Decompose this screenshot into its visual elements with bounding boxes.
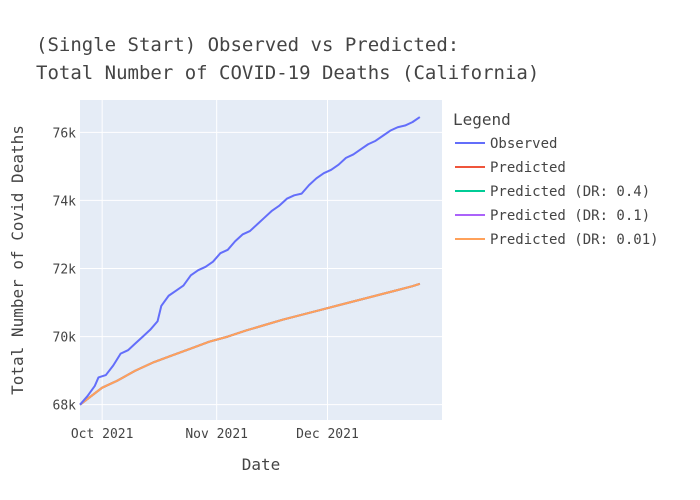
y-axis-ticks: 68k 70k 72k 74k 76k	[53, 126, 77, 413]
chart-title-line-2: Total Number of COVID-19 Deaths (Califor…	[36, 62, 539, 84]
legend-item-predicted[interactable]: Predicted	[455, 160, 566, 176]
legend-items: Observed Predicted Predicted (DR: 0.4) Pred…	[455, 136, 659, 248]
legend-label: Observed	[490, 136, 557, 152]
y-tick-label: 76k	[53, 126, 77, 141]
x-axis-ticks: Oct 2021 Nov 2021 Dec 2021	[71, 427, 359, 442]
plot-area	[80, 100, 442, 420]
legend-label: Predicted (DR: 0.01)	[490, 232, 659, 248]
legend-item-observed[interactable]: Observed	[455, 136, 557, 152]
legend-label: Predicted (DR: 0.1)	[490, 208, 650, 224]
y-axis-title: Total Number of Covid Deaths	[8, 125, 27, 395]
series-line-predicted-dr-0-01	[79, 282, 421, 406]
legend-title: Legend	[453, 110, 511, 129]
x-tick-label: Oct 2021	[71, 427, 134, 442]
chart-title-line-1: (Single Start) Observed vs Predicted:	[36, 34, 459, 56]
legend-label: Predicted	[490, 160, 566, 176]
legend-label: Predicted (DR: 0.4)	[490, 184, 650, 200]
legend-item-predicted-dr-0-1[interactable]: Predicted (DR: 0.1)	[455, 208, 650, 224]
grid-lines	[80, 100, 442, 420]
series-line-observed	[79, 116, 421, 406]
x-tick-label: Dec 2021	[296, 427, 359, 442]
y-tick-label: 68k	[53, 399, 77, 414]
series-lines	[79, 116, 421, 406]
legend: Legend Observed Predicted Predicted (DR: 0…	[453, 110, 659, 248]
x-axis-title: Date	[242, 455, 281, 474]
x-tick-label: Nov 2021	[185, 427, 248, 442]
y-tick-label: 72k	[53, 263, 77, 278]
legend-item-predicted-dr-0-4[interactable]: Predicted (DR: 0.4)	[455, 184, 650, 200]
y-tick-label: 74k	[53, 194, 77, 209]
y-tick-label: 70k	[53, 331, 77, 346]
legend-item-predicted-dr-0-01[interactable]: Predicted (DR: 0.01)	[455, 232, 659, 248]
